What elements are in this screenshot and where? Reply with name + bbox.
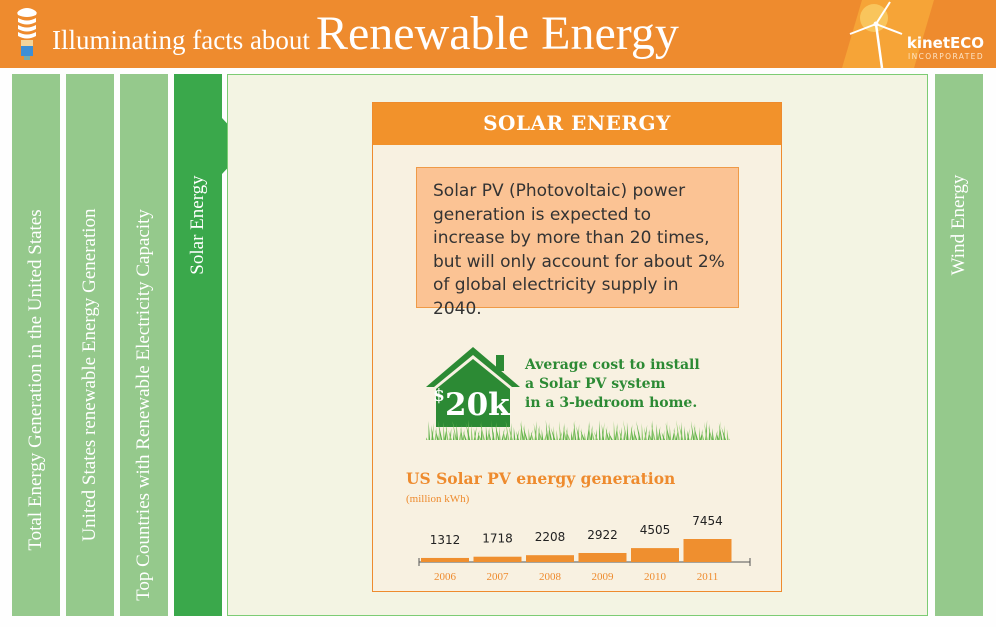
x-tick-label: 2009 [592,571,615,583]
x-tick-label: 2010 [644,571,667,583]
x-tick-label: 2007 [487,571,510,583]
data-label: 4505 [640,523,671,537]
grass-decoration [426,420,730,440]
tab-label: Total Energy Generation in the United St… [25,209,46,551]
tab-wind-energy[interactable]: Wind Energy [935,74,983,616]
tab-label: Top Countries with Renewable Electricity… [133,209,154,601]
tab-total-energy-generation[interactable]: Total Energy Generation in the United St… [12,74,60,616]
bar-2011 [683,539,732,562]
cost-line: in a 3-bedroom home. [525,395,698,411]
tab-label: United States renewable Energy Generatio… [79,208,100,542]
card-title: SOLAR ENERGY [483,111,671,135]
fact-box: Solar PV (Photovoltaic) power generation… [416,167,739,319]
cost-line: Average cost to install [525,357,700,373]
x-tick-label: 2011 [697,571,719,583]
header-banner: Illuminating facts about Renewable Energy… [0,0,996,69]
house-icon: $ 20k [426,347,520,427]
tab-label: Wind Energy [948,174,969,276]
solar-generation-bar-chart: 1312 2006 1718 2007 2208 2008 2922 2009 4505 2010… [418,514,751,583]
bar-2009 [578,552,627,562]
x-tick-label: 2006 [434,571,457,583]
lightbulb-icon [17,8,37,60]
brand-name: kinetECO [906,34,984,52]
bar-2007 [473,556,522,562]
cost-description: Average cost to install a Solar PV syste… [525,356,700,413]
cost-dollar-sign: $ [433,386,445,406]
title-prefix: Illuminating facts about [52,25,310,55]
bar-2008 [526,555,574,562]
fact-text: Solar PV (Photovoltaic) power generation… [433,181,725,319]
cost-line: a Solar PV system [525,376,666,392]
data-label: 1718 [482,532,513,546]
windmill-logo-icon [842,0,934,69]
chart-unit: (million kWh) [406,493,470,505]
data-label: 1312 [430,533,461,547]
x-tick-label: 2008 [539,571,562,583]
bar-2010 [631,548,679,562]
tab-solar-energy[interactable]: Solar Energy [174,74,222,616]
tab-top-countries[interactable]: Top Countries with Renewable Electricity… [120,74,168,616]
brand-tagline: INCORPORATED [908,52,984,61]
title-main: Renewable Energy [315,7,679,60]
page-title: Illuminating facts about Renewable Energy [52,6,679,61]
tab-label: Solar Energy [187,175,208,275]
card-header: SOLAR ENERGY [373,103,781,145]
brand-logo: kinetECO INCORPORATED [826,0,996,69]
cost-value: 20k [445,387,511,423]
data-label: 7454 [692,514,723,528]
data-label: 2208 [535,530,566,544]
tab-us-renewable-generation[interactable]: United States renewable Energy Generatio… [66,74,114,616]
bar-2006 [421,557,469,562]
chart-title: US Solar PV energy generation [406,469,676,488]
data-label: 2922 [587,528,618,542]
